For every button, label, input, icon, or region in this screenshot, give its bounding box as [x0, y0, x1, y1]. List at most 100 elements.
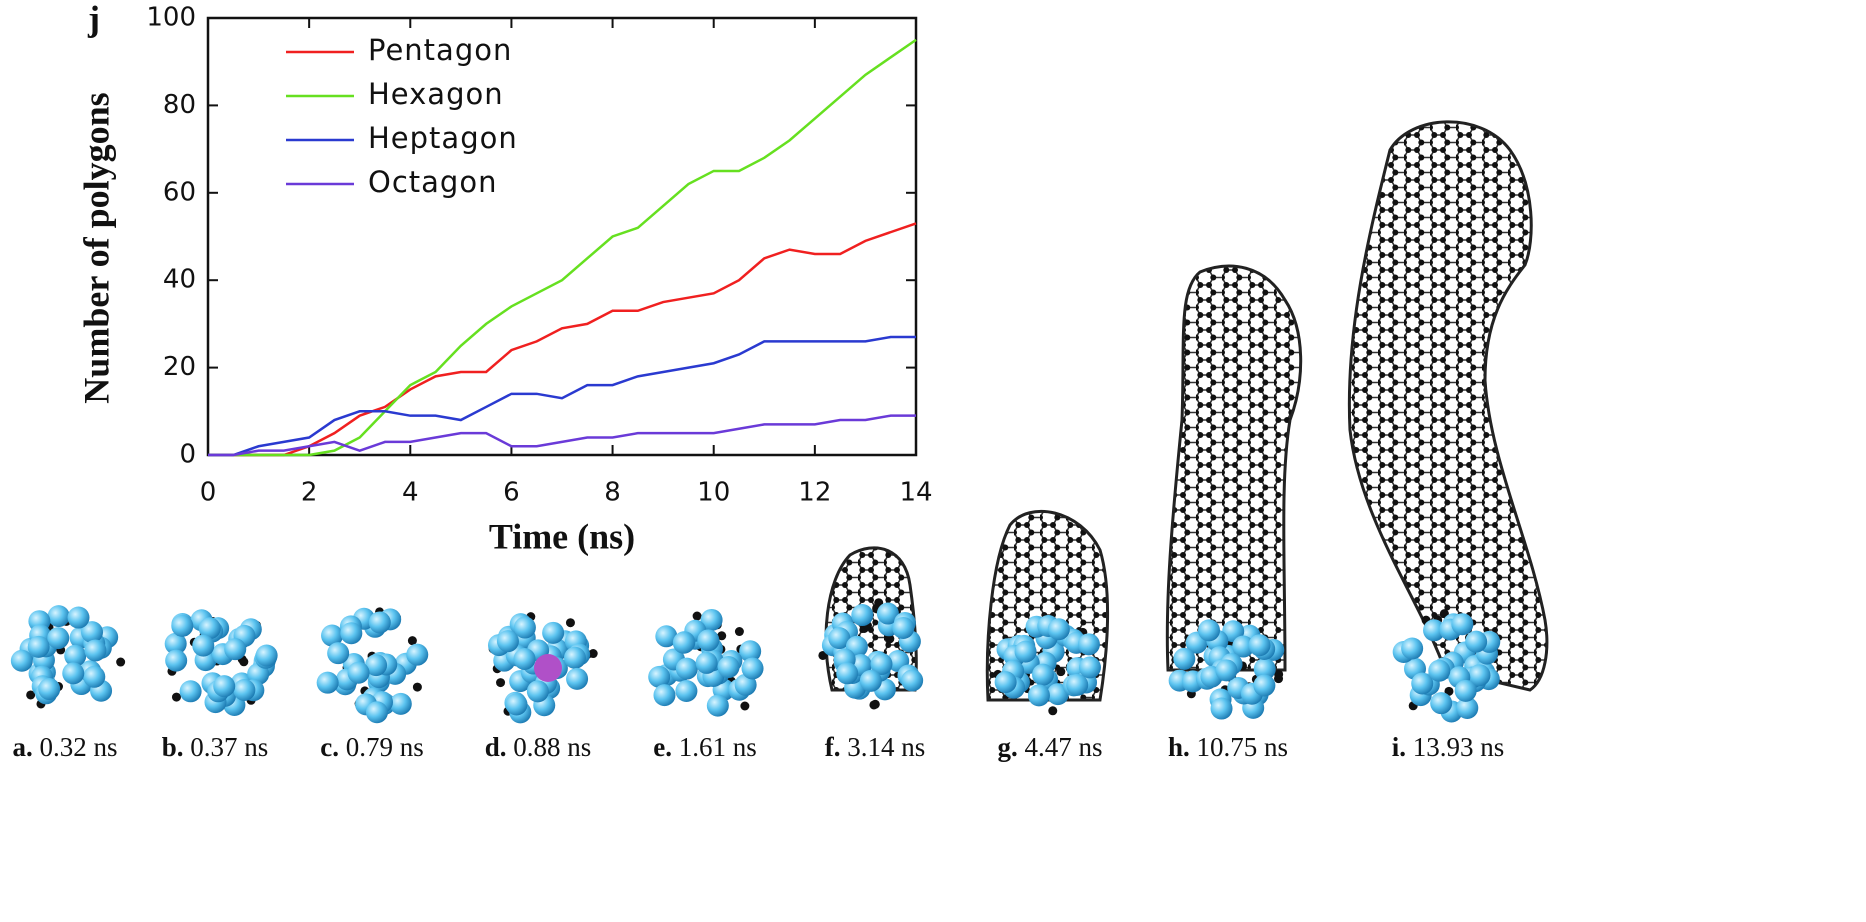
metal-atom — [340, 622, 363, 645]
metal-atom — [697, 629, 720, 652]
snapshot-caption: c. 0.79 ns — [320, 732, 424, 762]
snapshot-time: 0.32 ns — [39, 732, 117, 762]
snapshot-time: 0.79 ns — [346, 732, 424, 762]
metal-atom — [1066, 673, 1089, 696]
metal-atom — [836, 662, 859, 685]
carbon-atom — [1274, 669, 1284, 679]
metal-atom — [38, 678, 61, 701]
tube-h — [1165, 264, 1303, 672]
plot-frame — [206, 16, 918, 457]
metal-atom — [192, 634, 215, 657]
metal-atom — [1032, 663, 1055, 686]
metal-atom — [859, 669, 882, 692]
y-tick-label: 0 — [179, 440, 196, 470]
carbon-atom — [26, 690, 36, 700]
y-tick-label: 80 — [163, 90, 196, 120]
legend-label: Heptagon — [368, 121, 518, 155]
carbon-atom — [239, 657, 249, 667]
metal-atom — [10, 649, 33, 672]
carbon-atom — [734, 627, 744, 637]
metal-atom — [165, 649, 188, 672]
metal-atom — [563, 646, 586, 669]
metal-atom — [255, 644, 278, 667]
snapshot-letter: a. — [12, 732, 32, 762]
y-tick-label: 40 — [163, 265, 196, 295]
metal-atom — [171, 614, 194, 637]
metal-atom — [1173, 647, 1196, 670]
metal-atom — [496, 630, 519, 653]
metal-atom — [876, 602, 899, 625]
carbon-atom — [740, 701, 750, 711]
y-tick-label: 20 — [163, 352, 196, 382]
metal-atom — [1078, 656, 1101, 679]
legend-label: Octagon — [368, 165, 497, 199]
metal-atom — [62, 662, 85, 685]
metal-atom — [513, 616, 536, 639]
metal-atom — [648, 665, 671, 688]
tube-i — [1347, 120, 1549, 692]
y-tick-label: 60 — [163, 177, 196, 207]
metal-atom — [1401, 637, 1424, 660]
metal-atom — [224, 638, 247, 661]
x-tick-label: 4 — [402, 478, 419, 508]
tubes — [824, 120, 1549, 702]
carbon-atom — [1056, 667, 1066, 677]
snapshot-caption: f. 3.14 ns — [825, 732, 926, 762]
metal-atom — [994, 671, 1017, 694]
metal-atom — [327, 642, 350, 665]
metal-atom — [1465, 630, 1488, 653]
metal-atom — [47, 627, 70, 650]
carbon-atom — [818, 650, 828, 660]
clusters — [10, 598, 1501, 724]
series-line — [208, 414, 916, 457]
metal-atom — [505, 693, 528, 716]
metal-atom — [83, 665, 106, 688]
snapshot-caption: b. 0.37 ns — [162, 732, 269, 762]
metal-atom — [1428, 659, 1451, 682]
carbon-atom — [874, 598, 884, 608]
x-tick-label: 6 — [503, 478, 520, 508]
metal-atom — [67, 606, 90, 629]
metal-atom — [1468, 664, 1491, 687]
x-tick-label: 14 — [899, 478, 932, 508]
metal-atom — [1423, 619, 1446, 642]
snapshot-time: 3.14 ns — [847, 732, 925, 762]
metal-atom — [513, 648, 536, 671]
snapshot-letter: e. — [653, 732, 672, 762]
x-tick-label: 10 — [697, 478, 730, 508]
snapshot-time: 0.37 ns — [190, 732, 268, 762]
snapshot-caption: a. 0.32 ns — [12, 732, 117, 762]
carbon-atom — [1048, 706, 1058, 716]
metal-atom — [695, 651, 718, 674]
x-tick-label: 8 — [604, 478, 621, 508]
metal-atom — [851, 604, 874, 627]
metal-atom — [892, 616, 915, 639]
metal-atom — [1411, 672, 1434, 695]
metal-atom — [64, 644, 87, 667]
metal-atom — [1253, 658, 1276, 681]
metal-atom — [741, 657, 764, 680]
snapshot-letter: b. — [162, 732, 184, 762]
snapshot-letter: c. — [320, 732, 339, 762]
metal-atom — [526, 680, 549, 703]
y-axis-label: Number of polygons — [76, 92, 116, 403]
metal-atom — [1430, 692, 1453, 715]
carbon-atom — [565, 618, 575, 628]
snapshot-time: 4.47 ns — [1024, 732, 1102, 762]
metal-atom — [347, 661, 370, 684]
panel-label: j — [87, 0, 100, 38]
series-line — [208, 335, 916, 457]
metal-atom — [1248, 634, 1271, 657]
carbon-atom — [885, 634, 895, 644]
metal-atom — [321, 624, 344, 647]
carbon-atom — [692, 611, 702, 621]
metal-atom — [198, 617, 221, 640]
metal-atom — [542, 621, 565, 644]
metal-atom — [389, 692, 412, 715]
carbon-atom — [171, 692, 181, 702]
metal-atom — [675, 657, 698, 680]
metal-atom — [653, 684, 676, 707]
x-tick-label: 12 — [798, 478, 831, 508]
metal-atom — [1047, 618, 1070, 641]
